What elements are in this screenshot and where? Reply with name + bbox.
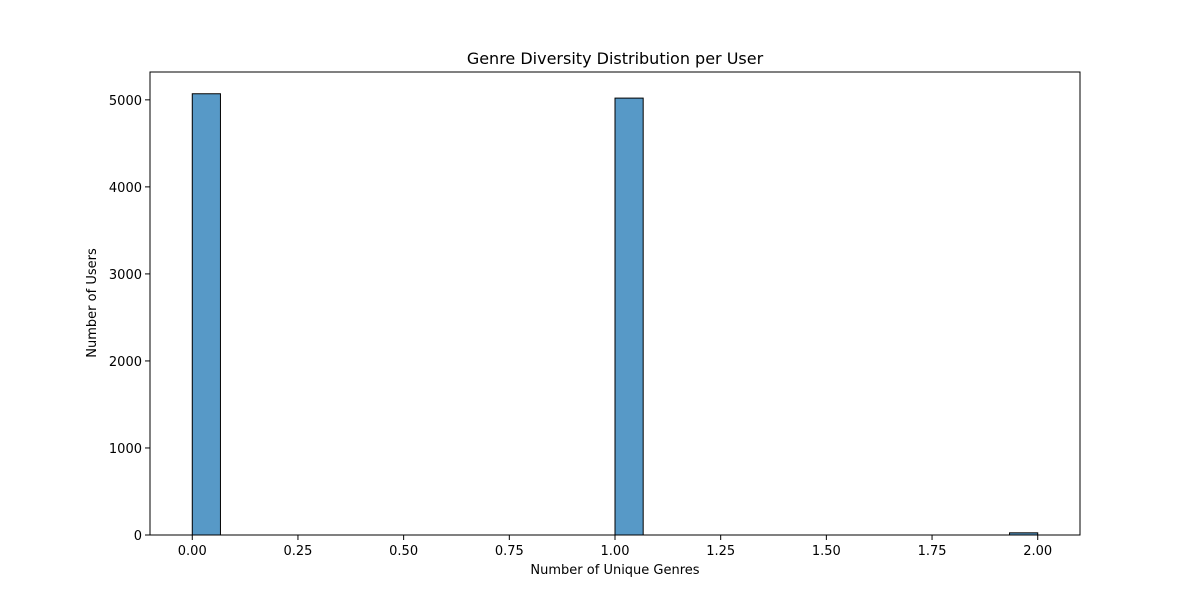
chart-title: Genre Diversity Distribution per User <box>467 49 764 68</box>
x-tick-label: 0.00 <box>178 544 207 559</box>
y-tick-label: 5000 <box>109 94 142 109</box>
y-tick-label: 3000 <box>109 268 142 283</box>
x-tick-label: 0.75 <box>495 544 524 559</box>
y-tick-label: 4000 <box>109 181 142 196</box>
x-axis-ticks: 0.00 0.25 0.50 0.75 1.00 1.25 1.50 1.75 2.00 <box>178 535 1052 559</box>
bars-group <box>191 93 1039 536</box>
y-tick-label: 1000 <box>109 442 142 457</box>
x-tick-label: 0.25 <box>283 544 312 559</box>
x-tick-label: 1.25 <box>706 544 735 559</box>
y-tick-label: 2000 <box>109 355 142 370</box>
x-tick-label: 1.50 <box>812 544 841 559</box>
x-tick-label: 1.00 <box>601 544 630 559</box>
x-tick-label: 2.00 <box>1023 544 1052 559</box>
histogram-bar-1 <box>614 97 644 536</box>
histogram-bar-0 <box>191 93 221 536</box>
y-axis-label: Number of Users <box>85 248 100 358</box>
x-tick-label: 0.50 <box>389 544 418 559</box>
y-tick-label: 0 <box>134 529 142 544</box>
x-tick-label: 1.75 <box>918 544 947 559</box>
y-axis-ticks: 0 1000 2000 3000 4000 5000 <box>109 94 150 544</box>
x-axis-label: Number of Unique Genres <box>530 563 699 578</box>
